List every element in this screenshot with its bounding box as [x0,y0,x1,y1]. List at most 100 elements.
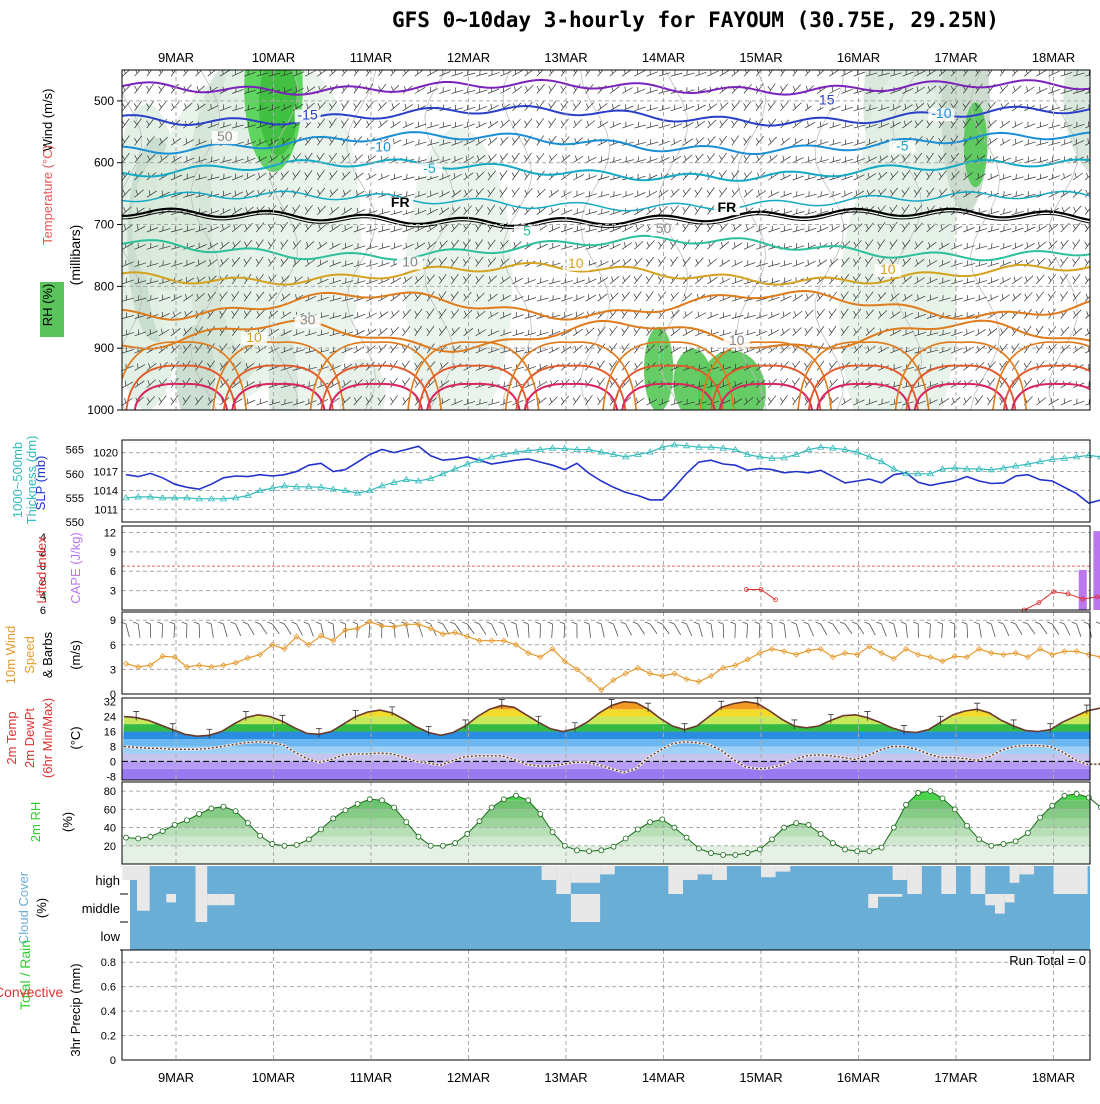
rh-point [794,821,799,826]
run-total-label: Run Total = 0 [1009,953,1086,968]
ylabel-precip-2: Convective [0,984,63,1000]
date-label-bottom: 15MAR [739,1070,782,1085]
pressure-tick-label: 500 [94,94,114,108]
contour-label: 50 [217,128,233,144]
ylabel-rh-1: 2m RH [28,802,43,842]
cloud-clear-gap [220,894,235,905]
rh-point [1013,839,1018,844]
temp-tick-label: 32 [104,697,116,709]
cloud-clear-gap [196,894,208,922]
rh-point [587,849,592,854]
cloud-clear-gap [761,866,776,877]
rh-point [282,843,287,848]
rh-point [550,830,555,835]
rh-point [136,836,141,841]
rh-point [392,805,397,810]
cape-tick-label: 6 [110,566,116,578]
thickness-tick-label: 560 [66,469,84,481]
ylabel-cloud-2: (%) [34,898,49,918]
rh-point [928,789,933,794]
rh-point [806,822,811,827]
temperature-band [122,732,1090,739]
rh-point [745,851,750,856]
cloud-row-label: middle [82,901,120,916]
rh-tick-label: 60 [104,804,116,816]
rh-point [830,841,835,846]
date-label-top: 14MAR [642,50,685,65]
slp-tick-label: 1017 [94,467,118,479]
rh-point [574,848,579,853]
cloud-clear-gap [571,894,600,922]
rh-point [769,837,774,842]
ylabel-rh-2: (%) [60,812,75,832]
rh-point [538,811,543,816]
ylabel-wind-4: (m/s) [68,640,83,670]
precip-tick-label: 0.8 [101,957,116,969]
rh-point [465,831,470,836]
ylabel-thickness: 1000~500mb [10,442,25,518]
cloud-clear-gap [1073,866,1088,894]
rh-point [172,822,177,827]
rh-point [221,804,226,809]
thickness-tick-label: 555 [66,493,84,505]
precip-tick-label: 0.4 [101,1006,116,1018]
rh-point [879,845,884,850]
ylabel-wind: Wind (m/s) [40,89,55,152]
cloud-clear-gap [683,866,698,880]
pressure-tick-label: 900 [94,341,114,355]
rh-point [867,849,872,854]
temp-tick-label: 16 [104,727,116,739]
rh-tick-label: 80 [104,786,116,798]
rh-point [294,842,299,847]
slp-tick-label: 1020 [94,448,118,460]
cloud-clear-gap [712,866,727,880]
rh-point [1086,795,1091,800]
rh-point [623,836,628,841]
pressure-tick-label: 600 [94,156,114,170]
rh-point [891,825,896,830]
cape-tick-label: 9 [110,547,116,559]
date-label-bottom: 16MAR [837,1070,880,1085]
ylabel-precip-3: 3hr Precip (mm) [68,963,83,1056]
rh-point [270,841,275,846]
rh-point [916,790,921,795]
rh-point [1025,831,1030,836]
cloud-clear-gap [137,866,150,894]
rh-point [306,837,311,842]
contour-label: 10 [880,261,896,277]
rh-point [148,834,153,839]
rh-point [526,798,531,803]
ylabel-wind-3: & Barbs [40,631,55,678]
ylabel-cloud-1: Cloud Cover [16,871,31,944]
cloud-clear-gap [907,866,922,894]
contour-label: -10 [931,105,951,121]
cloud-clear-gap [600,866,615,874]
cloud-row-label: high [95,873,120,888]
cape-tick-label: 12 [104,527,116,539]
surface-wind-barb [1096,622,1100,638]
rh-point [331,816,336,821]
contour-label: 10 [568,255,584,271]
slp-tick-label: 1011 [94,504,118,516]
temp-tick-label: 0 [110,756,116,768]
cloud-clear-gap [556,866,571,894]
cloud-clear-gap [1054,866,1074,894]
rh-point [562,843,567,848]
cape-bar [1079,570,1087,610]
contour-label: 10 [246,329,262,345]
cloud-row-label: low [100,929,120,944]
ylabel-wind-2: Speed [22,636,37,674]
date-label-bottom: 13MAR [544,1070,587,1085]
contour-label: -15 [298,106,318,122]
cloud-clear-gap [971,866,986,894]
rh-point [245,821,250,826]
date-label-bottom: 11MAR [350,1070,392,1085]
date-label-top: 11MAR [350,50,392,65]
rh-point [233,809,238,814]
cloud-clear-gap [1010,866,1020,883]
cloud-clear-gap [698,866,713,874]
contour-label: -15 [814,92,834,108]
